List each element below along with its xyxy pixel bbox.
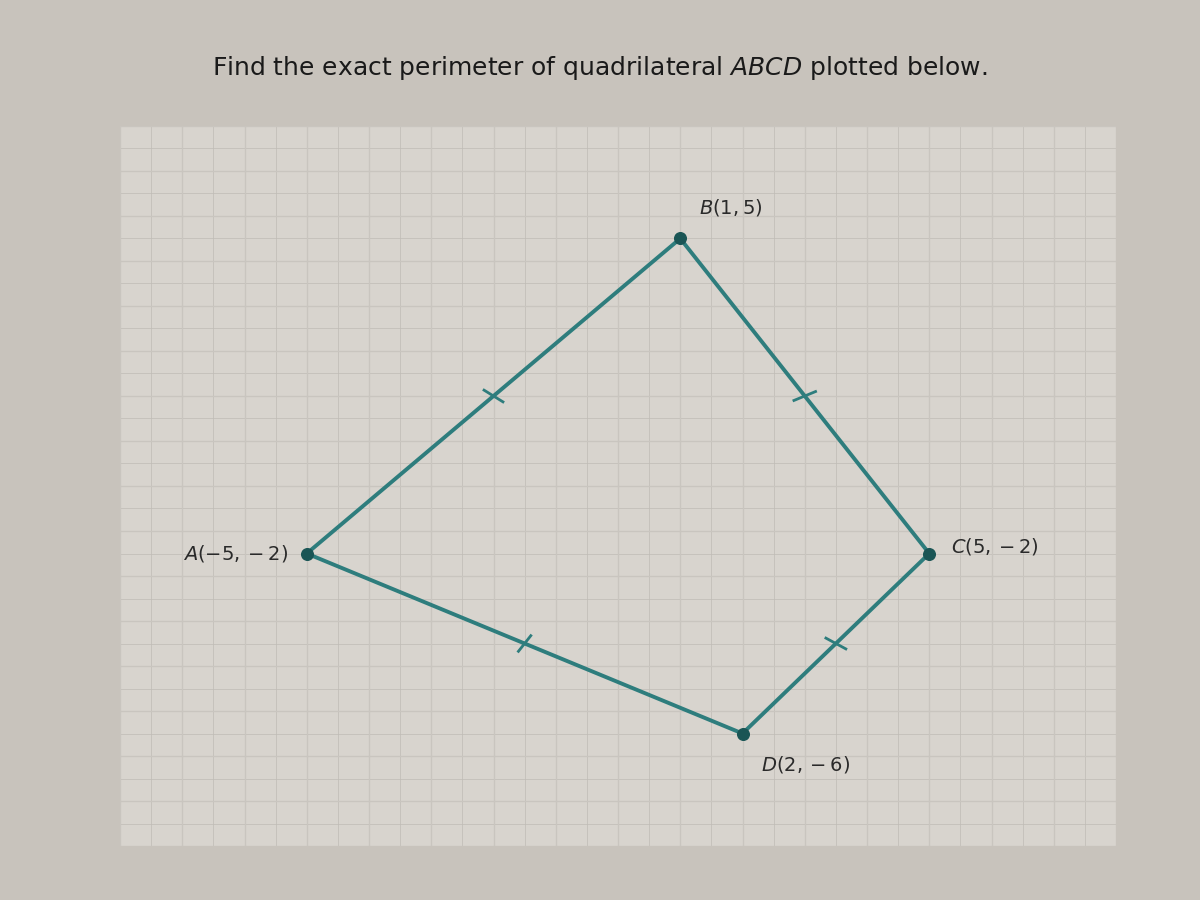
Point xyxy=(298,546,317,561)
Text: $D(2,-6)$: $D(2,-6)$ xyxy=(761,754,851,775)
Text: $C(5,-2)$: $C(5,-2)$ xyxy=(952,536,1039,557)
Text: $A(-5,-2)$: $A(-5,-2)$ xyxy=(184,543,288,564)
Point xyxy=(733,726,752,741)
Text: Find the exact perimeter of quadrilateral $\mathit{ABCD}$ plotted below.: Find the exact perimeter of quadrilatera… xyxy=(212,53,988,82)
Point xyxy=(671,231,690,246)
Text: $B(1,5)$: $B(1,5)$ xyxy=(698,197,763,218)
Point xyxy=(919,546,938,561)
